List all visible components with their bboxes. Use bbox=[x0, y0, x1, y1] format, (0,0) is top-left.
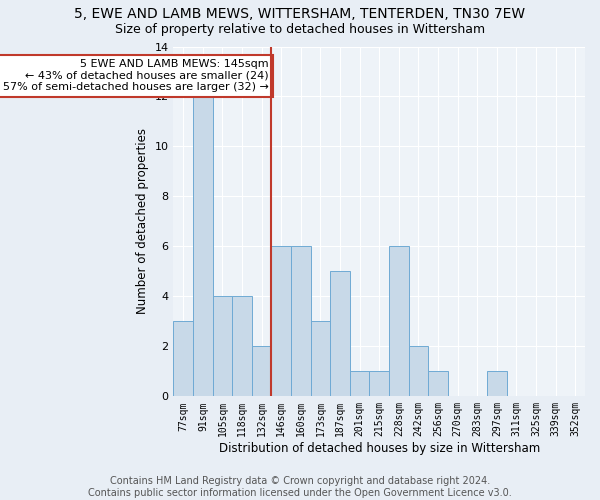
Bar bbox=[212, 296, 232, 396]
Bar bbox=[370, 372, 389, 396]
X-axis label: Distribution of detached houses by size in Wittersham: Distribution of detached houses by size … bbox=[218, 442, 540, 455]
Bar bbox=[173, 322, 193, 396]
Text: 5 EWE AND LAMB MEWS: 145sqm
← 43% of detached houses are smaller (24)
57% of sem: 5 EWE AND LAMB MEWS: 145sqm ← 43% of det… bbox=[2, 59, 269, 92]
Bar bbox=[389, 246, 409, 396]
Bar bbox=[487, 372, 506, 396]
Text: 5, EWE AND LAMB MEWS, WITTERSHAM, TENTERDEN, TN30 7EW: 5, EWE AND LAMB MEWS, WITTERSHAM, TENTER… bbox=[74, 8, 526, 22]
Bar bbox=[291, 246, 311, 396]
Y-axis label: Number of detached properties: Number of detached properties bbox=[136, 128, 149, 314]
Bar bbox=[330, 272, 350, 396]
Bar bbox=[428, 372, 448, 396]
Bar bbox=[350, 372, 370, 396]
Bar bbox=[311, 322, 330, 396]
Bar bbox=[232, 296, 252, 396]
Bar bbox=[252, 346, 271, 397]
Text: Contains HM Land Registry data © Crown copyright and database right 2024.
Contai: Contains HM Land Registry data © Crown c… bbox=[88, 476, 512, 498]
Bar bbox=[271, 246, 291, 396]
Text: Size of property relative to detached houses in Wittersham: Size of property relative to detached ho… bbox=[115, 22, 485, 36]
Bar bbox=[193, 96, 212, 397]
Bar bbox=[409, 346, 428, 397]
